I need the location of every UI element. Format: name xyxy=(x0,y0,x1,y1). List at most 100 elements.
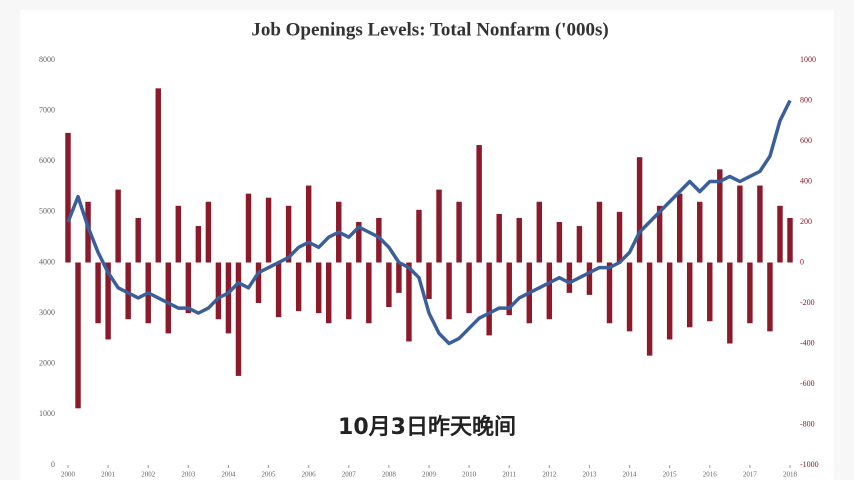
caption-box xyxy=(313,410,541,444)
bar xyxy=(265,197,272,263)
bar xyxy=(486,262,492,336)
bar xyxy=(326,262,332,324)
y2-tick-label: -1000 xyxy=(800,460,819,469)
bar xyxy=(636,157,643,263)
bar xyxy=(426,262,432,299)
plot-background xyxy=(20,10,834,480)
bar xyxy=(396,262,402,293)
bar xyxy=(366,262,372,324)
x-tick-label: 2018 xyxy=(783,471,798,479)
bar xyxy=(376,217,382,263)
x-tick-label: 2010 xyxy=(462,471,477,479)
bar xyxy=(466,262,472,314)
y2-tick-label: 600 xyxy=(800,136,812,145)
bar xyxy=(195,226,202,263)
x-tick-label: 2015 xyxy=(663,471,678,479)
bar xyxy=(305,185,312,263)
y-tick-label: 8000 xyxy=(39,55,55,64)
bar xyxy=(596,201,603,263)
bar xyxy=(707,262,713,322)
bar xyxy=(285,205,292,263)
y-tick-label: 5000 xyxy=(39,207,55,216)
bar xyxy=(65,132,71,263)
plot: 010002000300040005000600070008000-1000-8… xyxy=(39,55,819,479)
y2-tick-label: 0 xyxy=(800,257,804,266)
bar xyxy=(416,209,422,263)
y2-tick-label: 200 xyxy=(800,217,812,226)
bar xyxy=(245,193,252,263)
y2-tick-label: -400 xyxy=(800,338,815,347)
y2-tick-label: 400 xyxy=(800,176,812,185)
line xyxy=(66,99,792,346)
y2-tick-label: -600 xyxy=(800,379,815,388)
bar xyxy=(356,222,362,263)
bar xyxy=(185,262,192,314)
bar xyxy=(556,222,563,263)
bar xyxy=(476,145,482,263)
bar xyxy=(586,262,593,295)
bar xyxy=(687,262,693,328)
x-tick-label: 2011 xyxy=(502,471,516,479)
bar xyxy=(536,201,543,263)
caption: 10月3日昨天晚间 xyxy=(338,414,516,440)
bar xyxy=(75,262,81,409)
bar xyxy=(757,185,763,263)
bar xyxy=(546,262,553,320)
bar xyxy=(386,262,392,308)
bar xyxy=(616,211,623,263)
bar xyxy=(676,193,683,263)
bar xyxy=(496,213,502,263)
x-tick-label: 2009 xyxy=(422,471,437,479)
y-tick-label: 4000 xyxy=(39,257,55,266)
bar xyxy=(516,217,522,263)
bar xyxy=(235,262,242,376)
x-tick-label: 2002 xyxy=(141,471,156,479)
bar xyxy=(315,262,322,314)
bar xyxy=(255,262,262,303)
y2-tick-label: 1000 xyxy=(800,55,816,64)
x-tick-label: 2004 xyxy=(221,471,236,479)
y2-tick-label: -200 xyxy=(800,298,815,307)
bar xyxy=(697,201,703,263)
bar xyxy=(275,262,282,318)
x-tick-label: 2013 xyxy=(582,471,597,479)
y-tick-label: 1000 xyxy=(39,409,55,418)
x-tick-label: 2012 xyxy=(542,471,557,479)
x-tick-label: 2007 xyxy=(342,471,357,479)
x-tick-label: 2003 xyxy=(181,471,196,479)
bar xyxy=(446,262,452,320)
bar xyxy=(175,205,182,263)
y-tick-label: 2000 xyxy=(39,359,55,368)
bar xyxy=(767,262,773,332)
y-tick-label: 0 xyxy=(51,460,55,469)
bar xyxy=(295,262,302,312)
bar xyxy=(115,189,121,263)
bar xyxy=(135,217,141,263)
bar xyxy=(727,262,733,344)
bar xyxy=(777,205,783,263)
y2-tick-label: 800 xyxy=(800,95,812,104)
bar xyxy=(717,169,723,263)
bar xyxy=(85,201,91,263)
x-tick-label: 2008 xyxy=(382,471,397,479)
y-tick-label: 3000 xyxy=(39,308,55,317)
bar xyxy=(406,262,412,342)
y-tick-label: 6000 xyxy=(39,156,55,165)
bar xyxy=(215,262,222,320)
bar xyxy=(747,262,753,324)
bar xyxy=(436,189,442,263)
x-tick-label: 2006 xyxy=(302,471,317,479)
x-tick-label: 2005 xyxy=(262,471,277,479)
bar xyxy=(155,88,161,263)
chart-title: Job Openings Levels: Total Nonfarm ('000… xyxy=(251,19,608,40)
bar xyxy=(737,185,743,263)
bar xyxy=(626,262,633,332)
bar xyxy=(125,262,131,320)
bar xyxy=(656,205,663,263)
x-tick-label: 2016 xyxy=(703,471,718,479)
bar xyxy=(225,262,232,334)
bar xyxy=(576,226,583,263)
bar xyxy=(566,262,573,293)
bar xyxy=(346,262,352,320)
x-tick-label: 2017 xyxy=(743,471,758,479)
